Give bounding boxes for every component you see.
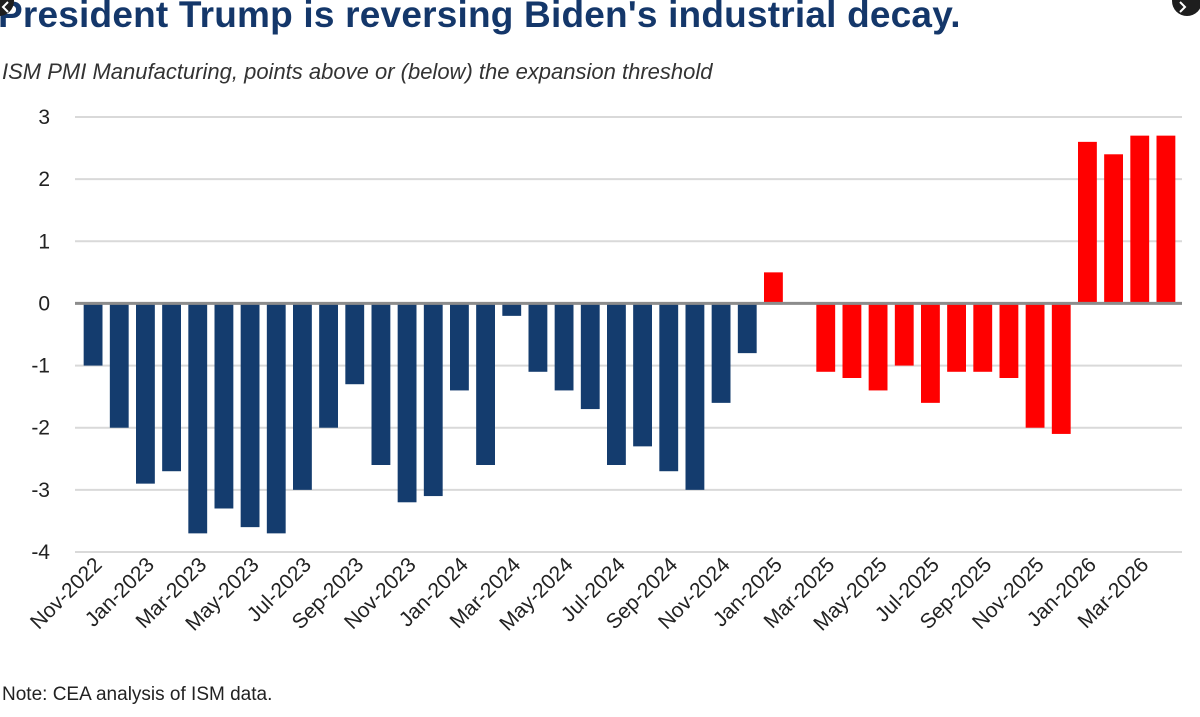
y-tick-label: 0 — [38, 292, 50, 315]
bar-aug-2025 — [947, 303, 966, 372]
bar-oct-2025 — [999, 303, 1019, 378]
right-nav-button[interactable] — [1172, 0, 1200, 16]
bar-jan-2026 — [1078, 141, 1097, 304]
left-nav-button[interactable] — [0, 0, 14, 16]
chevron-left-icon — [1, 1, 9, 13]
bar-oct-2023 — [371, 303, 391, 465]
bar-nov-2025 — [1025, 303, 1045, 428]
bar-apr-2025 — [842, 303, 862, 378]
bar-jan-2023 — [136, 303, 155, 484]
bar-feb-2024 — [476, 303, 495, 465]
bar-oct-2024 — [685, 303, 705, 490]
bar-apr-2024 — [528, 303, 548, 372]
bar-apr-2026 — [1156, 135, 1176, 304]
bar-jul-2023 — [293, 303, 312, 490]
bar-may-2025 — [868, 303, 888, 391]
chart-note: Note: CEA analysis of ISM data. — [2, 684, 273, 705]
bar-jan-2024 — [450, 303, 469, 391]
chart-title: President Trump is reversing Biden's ind… — [0, 0, 961, 35]
bar-jun-2025 — [894, 303, 914, 366]
bar-sep-2024 — [659, 303, 679, 472]
bar-mar-2024 — [502, 303, 522, 316]
bar-feb-2023 — [162, 303, 181, 472]
bar-feb-2026 — [1104, 154, 1123, 304]
bars — [83, 135, 1176, 534]
bar-nov-2022 — [83, 303, 103, 366]
bar-jul-2025 — [921, 303, 940, 403]
x-axis-ticks: Nov-2022Jan-2023Mar-2023May-2023Jul-2023… — [26, 553, 1153, 636]
bar-sep-2023 — [345, 303, 365, 385]
bar-jun-2023 — [266, 303, 286, 534]
bar-dec-2025 — [1051, 303, 1071, 434]
y-tick-label: -2 — [31, 417, 50, 440]
y-tick-label: -3 — [31, 479, 50, 502]
bar-may-2024 — [554, 303, 574, 391]
bar-apr-2023 — [214, 303, 234, 509]
bar-aug-2024 — [633, 303, 652, 447]
bar-jan-2025 — [764, 272, 783, 304]
bar-dec-2022 — [109, 303, 129, 428]
bar-nov-2023 — [397, 303, 417, 503]
y-axis-ticks: 3 2 1 0 -1 -2 -3 -4 — [31, 106, 50, 564]
bar-jul-2024 — [607, 303, 626, 465]
bar-mar-2026 — [1130, 135, 1150, 304]
bar-chart: 3 2 1 0 -1 -2 -3 -4 Nov-2022Jan-2023Mar-2023May… — [26, 106, 1182, 636]
y-tick-label: -1 — [31, 355, 50, 378]
y-tick-label: 2 — [38, 168, 50, 191]
bar-mar-2025 — [816, 303, 836, 372]
y-tick-label: -4 — [31, 541, 50, 564]
bar-dec-2024 — [737, 303, 757, 354]
chevron-right-icon — [1179, 1, 1187, 13]
bar-nov-2024 — [711, 303, 731, 403]
bar-sep-2025 — [973, 303, 993, 372]
bar-jun-2024 — [580, 303, 600, 410]
y-tick-label: 3 — [38, 106, 50, 129]
bar-aug-2023 — [319, 303, 338, 428]
y-tick-label: 1 — [38, 230, 50, 253]
bar-dec-2023 — [423, 303, 443, 497]
chart-subtitle: ISM PMI Manufacturing, points above or (… — [2, 59, 713, 84]
bar-may-2023 — [240, 303, 260, 528]
bar-mar-2023 — [188, 303, 208, 534]
